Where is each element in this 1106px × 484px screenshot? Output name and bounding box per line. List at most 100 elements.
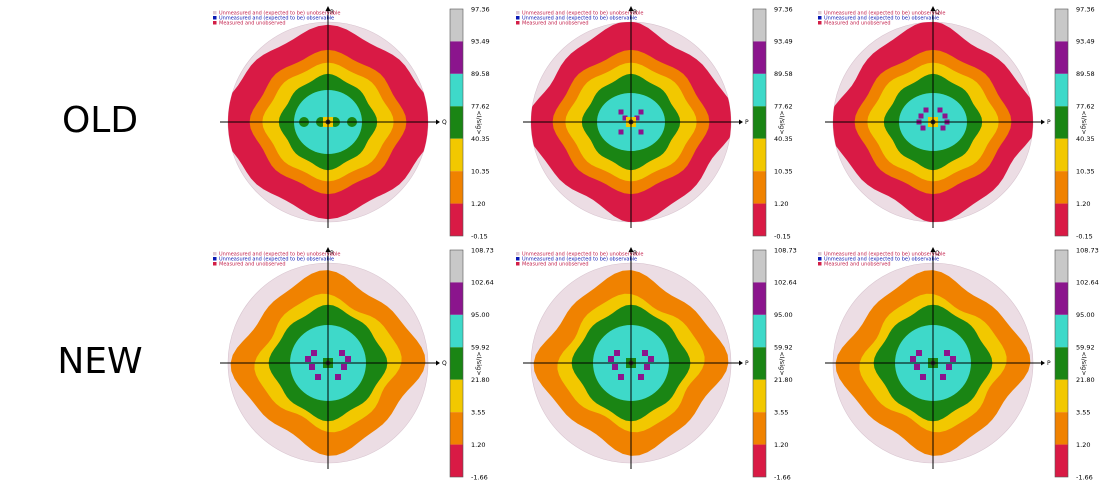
colorbar-tick-label: 21.80 — [1076, 376, 1095, 384]
legend-swatch — [516, 252, 520, 256]
colorbar-tick-label: 59.92 — [1076, 344, 1095, 352]
colorbar-segment — [1055, 9, 1068, 42]
band-purple-spot — [618, 109, 624, 115]
colorbar-segment — [450, 73, 463, 107]
colorbar-title: <I/sig> — [475, 351, 483, 375]
colorbar-tick-label: 21.80 — [471, 376, 490, 384]
colorbar-tick-label: 102.64 — [1076, 279, 1099, 287]
band-purple-spot — [910, 356, 916, 362]
band-purple-spot — [345, 356, 351, 362]
vertical-axis-arrow — [930, 6, 936, 11]
band-purple-spot — [622, 115, 628, 121]
colorbar-segment — [450, 282, 463, 315]
band-purple-spot — [648, 356, 654, 362]
colorbar-tick-label: -1.66 — [1076, 473, 1093, 481]
legend-swatch — [213, 252, 217, 256]
colorbar-tick-label: 108.73 — [774, 246, 797, 254]
colorbar-tick-label: 97.36 — [1076, 5, 1095, 13]
axis-label-right: Q — [442, 360, 447, 367]
legend-swatch — [818, 16, 822, 20]
legend-entry: Unmeasured and (expected to be) observab… — [824, 16, 939, 22]
colorbar-segment — [753, 138, 766, 172]
colorbar-tick-label: 97.36 — [774, 5, 793, 13]
band-purple-spot — [618, 129, 624, 135]
band-purple-spot — [918, 113, 924, 119]
completeness-plot-old-rq: R Q Unmeasured and (expected to be) unobse… — [205, 2, 495, 242]
row-label-old: OLD — [61, 100, 139, 141]
colorbar-tick-label: 95.00 — [471, 311, 490, 319]
colorbar-segment — [1055, 282, 1068, 315]
legend-entry: Unmeasured and (expected to be) unobserv… — [219, 11, 340, 17]
legend-swatch — [516, 262, 520, 266]
colorbar-frame — [449, 8, 464, 237]
colorbar-segment — [753, 347, 766, 380]
colorbar-frame — [1054, 8, 1069, 237]
colorbar-tick-label: 21.80 — [774, 376, 793, 384]
horizontal-axis-arrow — [1041, 360, 1045, 366]
colorbar-tick-label: 1.20 — [471, 441, 485, 449]
colorbar-tick-label: 97.36 — [471, 5, 490, 13]
legend-entry: Measured and unobserved — [219, 21, 286, 27]
colorbar-segment — [450, 412, 463, 445]
axis-label-right: Q — [442, 119, 447, 126]
legend-entry: Unmeasured and (expected to be) observab… — [219, 257, 334, 263]
colorbar-segment — [450, 41, 463, 74]
colorbar-segment — [450, 203, 463, 236]
band-purple-spot — [642, 350, 648, 356]
band-purple-spot — [638, 374, 644, 380]
colorbar-tick-label: 40.35 — [774, 135, 793, 143]
band-purple-spot — [914, 364, 920, 370]
colorbar-segment — [450, 379, 463, 413]
colorbar-tick-label: 1.20 — [471, 200, 485, 208]
vertical-axis-arrow — [930, 247, 936, 252]
axis-label-right: P — [745, 360, 749, 367]
colorbar-frame — [752, 249, 767, 478]
axis-label-up: R — [633, 9, 637, 16]
colorbar-segment — [753, 203, 766, 236]
horizontal-axis-arrow — [1041, 119, 1045, 125]
colorbar-title: <I/sig> — [1080, 351, 1088, 375]
axis-label-up: Q — [935, 250, 940, 257]
colorbar-segment — [753, 444, 766, 477]
horizontal-axis-arrow — [739, 119, 743, 125]
axis-label-right: P — [745, 119, 749, 126]
colorbar-segment — [1055, 106, 1068, 139]
colorbar-segment — [753, 41, 766, 74]
colorbar-segment — [1055, 444, 1068, 477]
axis-label-up: Q — [935, 9, 940, 16]
colorbar-tick-label: 93.49 — [774, 38, 793, 46]
colorbar-title: <I/sig> — [1080, 110, 1088, 134]
colorbar-segment — [1055, 203, 1068, 236]
legend-entry: Unmeasured and (expected to be) unobserv… — [824, 252, 945, 258]
legend-swatch — [818, 257, 822, 261]
band-purple-spot — [923, 107, 929, 113]
colorbar-segment — [450, 314, 463, 348]
vertical-axis-arrow — [628, 6, 634, 11]
colorbar-tick-label: 77.62 — [1076, 103, 1095, 111]
colorbar-tick-label: 89.58 — [471, 70, 490, 78]
colorbar-segment — [1055, 379, 1068, 413]
colorbar-tick-label: 10.35 — [774, 167, 793, 175]
band-purple-spot — [644, 364, 650, 370]
band-purple-spot — [339, 350, 345, 356]
legend-swatch — [818, 252, 822, 256]
colorbar-segment — [1055, 347, 1068, 380]
colorbar-tick-label: -1.66 — [471, 473, 488, 481]
colorbar-tick-label: 1.20 — [1076, 200, 1090, 208]
colorbar-tick-label: 3.55 — [471, 408, 485, 416]
completeness-plot-new-rq: R Q Unmeasured and (expected to be) unobse… — [205, 243, 495, 483]
legend-entry: Measured and unobserved — [219, 262, 286, 268]
band-purple-spot — [942, 113, 948, 119]
legend-swatch — [818, 11, 822, 15]
colorbar-tick-label: 77.62 — [471, 103, 490, 111]
colorbar-tick-label: 40.35 — [1076, 135, 1095, 143]
band-purple-spot — [311, 350, 317, 356]
band-purple-spot — [950, 356, 956, 362]
colorbar-title: <I/sig> — [475, 110, 483, 134]
band-purple-spot — [916, 350, 922, 356]
band-purple-spot — [305, 356, 311, 362]
legend-swatch — [516, 257, 520, 261]
colorbar-tick-label: -0.15 — [1076, 232, 1093, 240]
colorbar-segment — [1055, 41, 1068, 74]
horizontal-axis-arrow — [436, 119, 440, 125]
